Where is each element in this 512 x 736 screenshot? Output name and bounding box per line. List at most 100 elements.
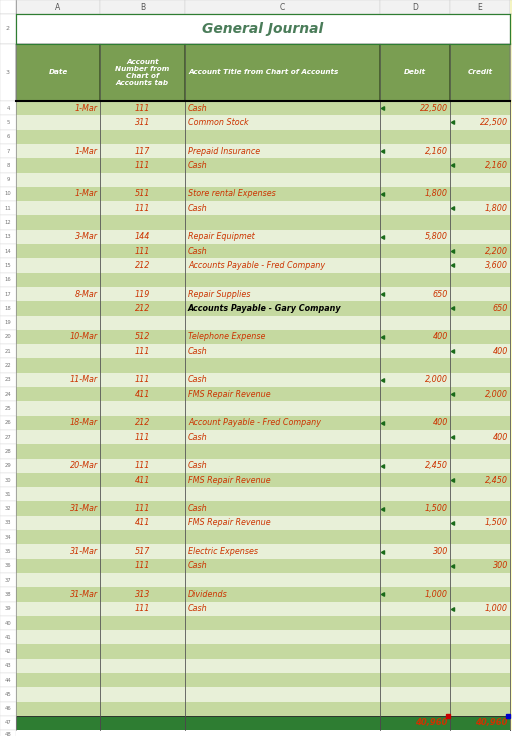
Text: 1-Mar: 1-Mar [75, 146, 98, 155]
Bar [450, 616, 510, 630]
Bar [380, 244, 450, 258]
Bar [0, 430, 16, 445]
Bar [0, 645, 16, 659]
Text: General Journal: General Journal [202, 22, 324, 36]
Bar [16, 616, 100, 630]
Bar [185, 316, 380, 330]
Bar [100, 201, 185, 216]
Bar [380, 630, 450, 645]
Bar [0, 172, 16, 187]
Text: 111: 111 [135, 247, 150, 255]
Bar [185, 344, 380, 358]
Text: 14: 14 [5, 249, 11, 254]
Text: 2,450: 2,450 [425, 461, 448, 470]
Text: 44: 44 [5, 678, 11, 683]
Bar [185, 587, 380, 601]
Bar [510, 687, 512, 701]
Text: 47: 47 [5, 721, 11, 726]
Text: A: A [55, 2, 60, 12]
Bar [185, 416, 380, 430]
Bar [380, 545, 450, 559]
Bar [16, 416, 100, 430]
Bar [0, 516, 16, 530]
Text: 31-Mar: 31-Mar [70, 547, 98, 556]
Text: 212: 212 [135, 418, 150, 428]
Text: 111: 111 [135, 375, 150, 384]
Text: 16: 16 [5, 277, 11, 283]
Bar [100, 701, 185, 716]
Text: 511: 511 [135, 189, 150, 199]
Bar [185, 659, 380, 673]
Bar [380, 701, 450, 716]
Text: 21: 21 [5, 349, 11, 354]
Bar [510, 130, 512, 144]
Bar [380, 230, 450, 244]
Bar [450, 358, 510, 372]
Bar [16, 101, 100, 116]
Bar [510, 372, 512, 387]
Bar [16, 330, 100, 344]
Bar [100, 730, 185, 736]
Text: 8: 8 [6, 163, 10, 168]
Bar [380, 516, 450, 530]
Text: 13: 13 [5, 234, 11, 239]
Bar [380, 144, 450, 158]
Bar [16, 130, 100, 144]
Text: E: E [478, 2, 482, 12]
Text: 144: 144 [135, 233, 150, 241]
Bar [510, 301, 512, 316]
Bar [380, 258, 450, 272]
Text: FMS Repair Revenue: FMS Repair Revenue [188, 475, 271, 484]
Bar [100, 545, 185, 559]
Text: 212: 212 [135, 304, 150, 313]
Bar [380, 130, 450, 144]
Bar [16, 301, 100, 316]
Bar [450, 158, 510, 172]
Bar [450, 559, 510, 573]
Bar [16, 144, 100, 158]
Bar [100, 316, 185, 330]
Bar [100, 616, 185, 630]
Text: 22,500: 22,500 [420, 104, 448, 113]
Bar [450, 687, 510, 701]
Bar [510, 601, 512, 616]
Bar [0, 487, 16, 501]
Text: Account Payable - Fred Company: Account Payable - Fred Company [188, 418, 321, 428]
Text: 19: 19 [5, 320, 11, 325]
Bar [450, 445, 510, 459]
Text: 111: 111 [135, 562, 150, 570]
Text: 6: 6 [6, 134, 10, 139]
Bar [510, 244, 512, 258]
Text: 1,800: 1,800 [425, 189, 448, 199]
Text: 11-Mar: 11-Mar [70, 375, 98, 384]
Bar [0, 387, 16, 401]
Text: 28: 28 [5, 449, 11, 454]
Bar [450, 387, 510, 401]
Text: Repair Equipmet: Repair Equipmet [188, 233, 255, 241]
Text: 1,000: 1,000 [485, 604, 508, 613]
Bar [16, 201, 100, 216]
Bar [100, 358, 185, 372]
Text: 10: 10 [5, 191, 11, 197]
Bar [0, 501, 16, 516]
Bar [16, 430, 100, 445]
Bar [16, 601, 100, 616]
Bar [380, 659, 450, 673]
Text: 111: 111 [135, 604, 150, 613]
Bar [0, 244, 16, 258]
Text: 31: 31 [5, 492, 11, 497]
Bar [16, 501, 100, 516]
Bar [450, 473, 510, 487]
Text: 5: 5 [6, 120, 10, 125]
Bar [380, 459, 450, 473]
Bar [0, 287, 16, 301]
Bar [380, 387, 450, 401]
Bar [16, 445, 100, 459]
Bar [510, 387, 512, 401]
Text: 3,600: 3,600 [485, 261, 508, 270]
Bar [16, 659, 100, 673]
Bar [16, 187, 100, 201]
Text: Dividends: Dividends [188, 590, 228, 599]
Text: 1,000: 1,000 [425, 590, 448, 599]
Bar [380, 101, 450, 116]
